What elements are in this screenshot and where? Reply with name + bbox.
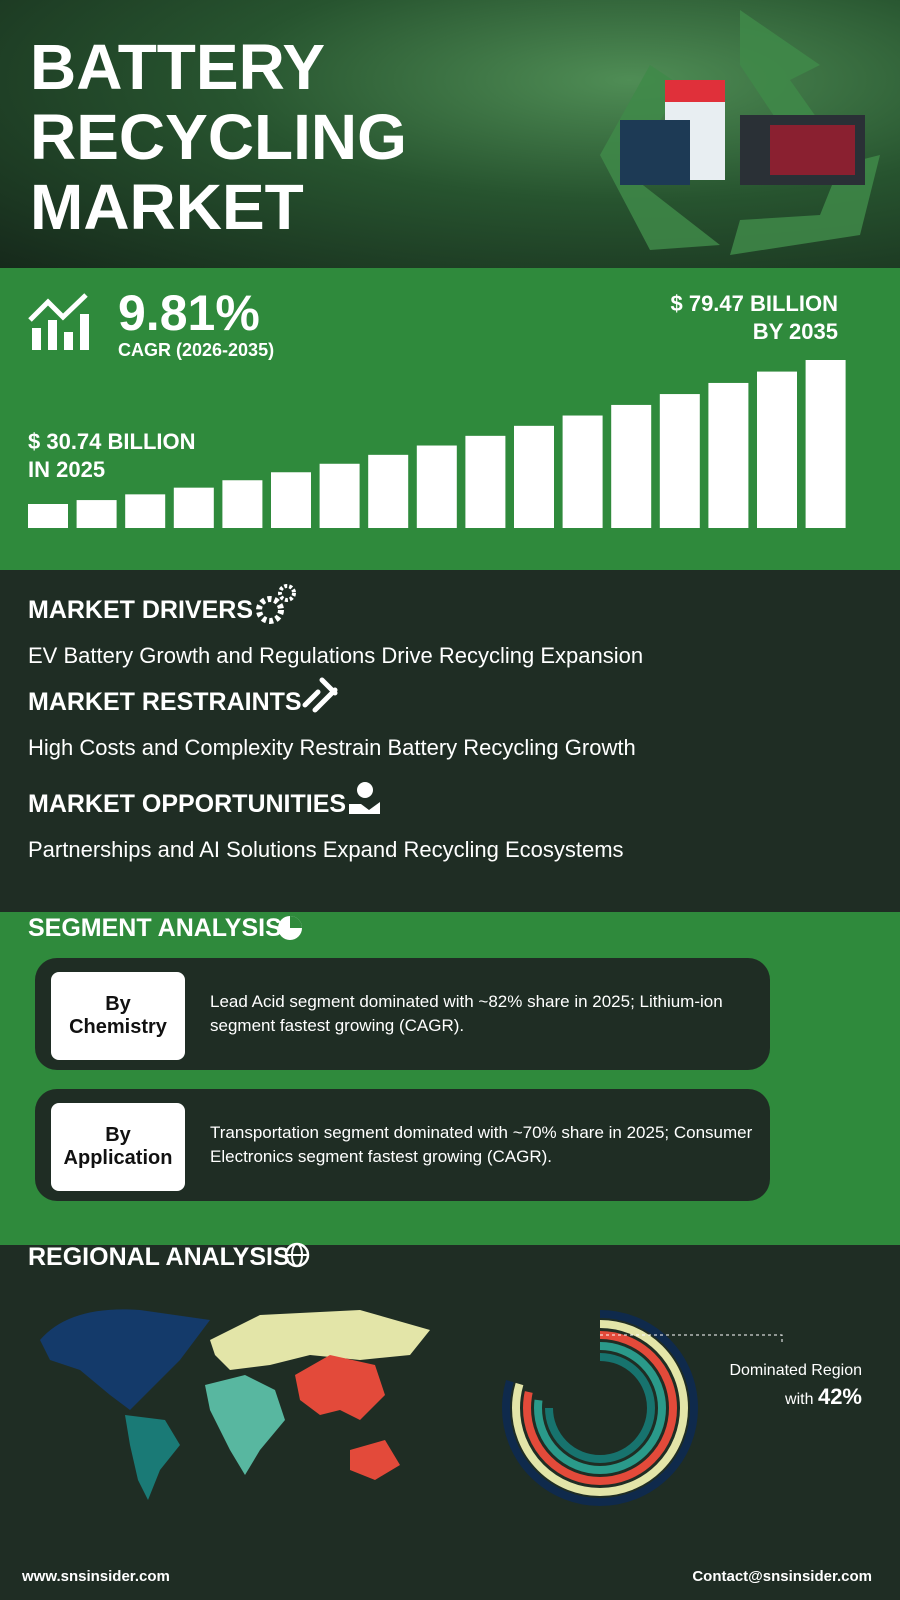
label-line: Chemistry (69, 1016, 167, 1038)
start-value-line: IN 2025 (28, 457, 106, 482)
section-title-text: REGIONAL ANALYSIS (28, 1243, 290, 1271)
end-value-line: BY 2035 (752, 319, 838, 344)
growth-bar (222, 480, 263, 528)
recycle-icon (600, 10, 880, 255)
label-line: By (105, 1124, 131, 1146)
insight-heading: MARKET DRIVERS (28, 596, 254, 624)
section-title-text: SEGMENT ANALYSIS (28, 914, 282, 942)
label-line: Application (63, 1147, 173, 1169)
growth-bar (465, 435, 506, 528)
globe-icon (284, 1242, 310, 1268)
caption-prefix: with (785, 1391, 814, 1408)
idea-icon (349, 782, 380, 814)
link-icon (302, 677, 338, 713)
gears-icon (256, 584, 296, 624)
segment-card: By Application Transportation segment dom… (35, 1089, 770, 1201)
world-map (40, 1309, 430, 1500)
region-rings (502, 1310, 783, 1506)
insight-heading: MARKET RESTRAINTS (28, 688, 302, 716)
insight-text: EV Battery Growth and Regulations Drive … (28, 643, 644, 668)
insight-text: High Costs and Complexity Restrain Batte… (28, 735, 636, 760)
header: BATTERY RECYCLING MARKET (0, 0, 900, 268)
website: www.snsinsider.com (22, 1568, 170, 1585)
segment-text: Transportation segment dominated with ~7… (210, 1123, 753, 1166)
cagr-label: CAGR (2026-2035) (118, 340, 275, 360)
region-caption: Dominated Region with 42% (729, 1358, 862, 1413)
title-line: MARKET (30, 171, 304, 243)
growth-bar (757, 371, 797, 528)
segment-text: Lead Acid segment dominated with ~82% sh… (210, 992, 723, 1035)
start-value: $ 30.74 BILLION IN 2025 (28, 428, 196, 484)
growth-bar (416, 445, 457, 528)
segment-label: By Application (51, 1103, 185, 1191)
contact: Contact@snsinsider.com (692, 1568, 872, 1585)
cagr-value: 9.81% (118, 285, 260, 341)
growth-section: 9.81% CAGR (2026-2035) $ 79.47 BILLION B… (0, 268, 900, 570)
regional-section: REGIONAL ANALYSIS Dominated Region with … (0, 1242, 900, 1600)
growth-bar (805, 360, 846, 528)
growth-bar (76, 500, 117, 528)
caption-line: Dominated Region (729, 1362, 862, 1379)
start-value-line: $ 30.74 BILLION (28, 429, 196, 454)
insight-heading: MARKET OPPORTUNITIES (28, 790, 347, 818)
end-value: $ 79.47 BILLION BY 2035 (670, 290, 838, 346)
end-value-line: $ 79.47 BILLION (670, 291, 838, 316)
growth-bars (28, 360, 846, 528)
growth-bar (708, 382, 749, 528)
segment-section: SEGMENT ANALYSIS By Chemistry Lead Acid s… (0, 912, 900, 1245)
growth-bar (659, 394, 700, 528)
growth-bar (173, 487, 214, 528)
label-line: By (105, 993, 131, 1015)
growth-bar (319, 463, 360, 528)
growth-bar (125, 494, 166, 528)
growth-bar (28, 504, 68, 528)
growth-bar (368, 454, 409, 528)
insight-text: Partnerships and AI Solutions Expand Rec… (28, 837, 624, 862)
growth-bar (514, 425, 554, 528)
insights-section: MARKET DRIVERS EV Battery Growth and Reg… (0, 570, 900, 912)
caption-line: with 42% (729, 1384, 862, 1413)
segment-label: By Chemistry (51, 972, 185, 1060)
title-line: BATTERY (30, 31, 326, 103)
segment-card: By Chemistry Lead Acid segment dominated … (35, 958, 770, 1070)
growth-bar (562, 415, 603, 528)
section-title: SEGMENT ANALYSIS (28, 914, 282, 943)
region-share: 42% (817, 1384, 862, 1409)
title-line: RECYCLING (30, 101, 407, 173)
growth-bar (611, 404, 652, 528)
section-title: REGIONAL ANALYSIS (28, 1243, 290, 1272)
pie-icon (278, 916, 302, 940)
chart-icon (28, 293, 89, 350)
growth-bar (271, 472, 311, 528)
